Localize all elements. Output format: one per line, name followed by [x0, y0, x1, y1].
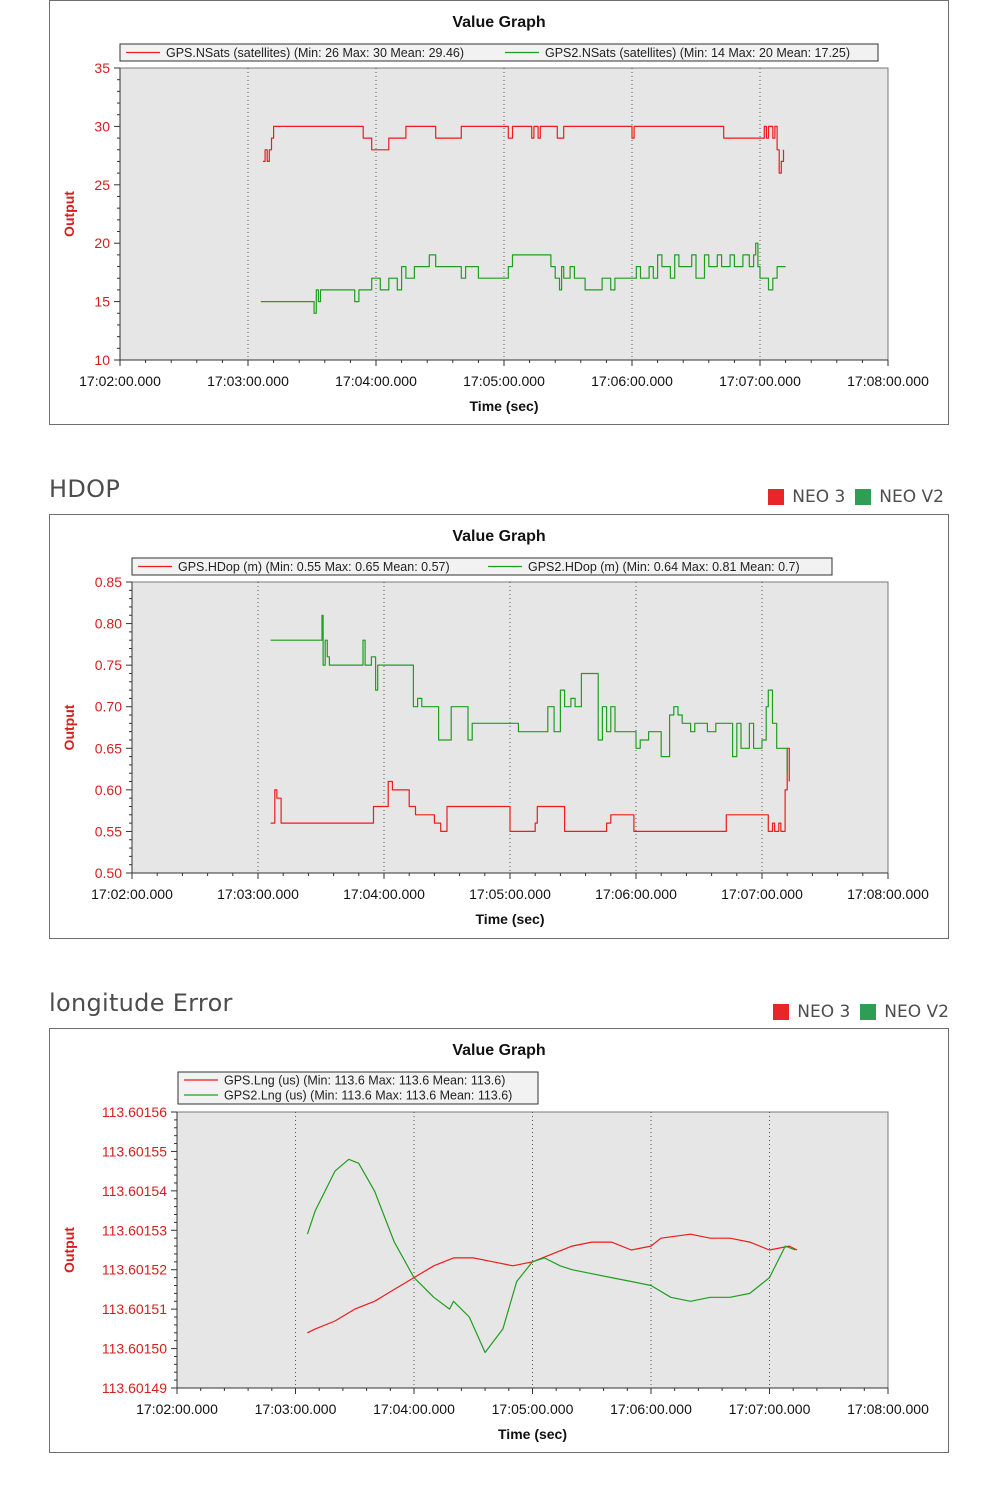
- x-tick-label: 17:05:00.000: [463, 373, 545, 389]
- y-tick-label: 0.80: [95, 616, 122, 632]
- x-tick-label: 17:07:00.000: [729, 1401, 811, 1417]
- series-line-2: [306, 1158, 796, 1354]
- legend-box: [177, 1071, 539, 1105]
- x-tick-label: 17:05:00.000: [469, 886, 551, 902]
- series-line-1: [262, 125, 785, 174]
- hdop-section-title: HDOP: [49, 475, 121, 503]
- y-tick-label: 0.75: [95, 657, 122, 673]
- x-tick-label: 17:04:00.000: [335, 373, 417, 389]
- legend-text-1: GPS.NSats (satellites) (Min: 26 Max: 30 …: [166, 46, 464, 60]
- lng-chart-panel: Value Graph 113.60149 113.60150 113.60151 11…: [49, 1028, 949, 1453]
- x-tick-label: 17:06:00.000: [595, 886, 677, 902]
- x-tick-label: 17:02:00.000: [79, 373, 161, 389]
- legend-item-neo3: NEO 3: [768, 487, 845, 507]
- x-tick-label: 17:07:00.000: [719, 373, 801, 389]
- x-tick-label: 17:02:00.000: [136, 1401, 218, 1417]
- x-tick-label: 17:07:00.000: [721, 886, 803, 902]
- hdop-chart-panel: Value Graph 0.50 0.55 0.60 0.65 0.70 0.75 0.80 0…: [49, 514, 949, 939]
- x-tick-label: 17:06:00.000: [610, 1401, 692, 1417]
- y-axis-label: Output: [61, 191, 77, 237]
- x-tick-label: 17:06:00.000: [591, 373, 673, 389]
- y-tick-label: 113.60153: [102, 1222, 167, 1238]
- legend-text-1: GPS.Lng (us) (Min: 113.6 Max: 113.6 Mean…: [224, 1074, 505, 1088]
- series-line-2: [260, 242, 786, 314]
- plot-area: [176, 1111, 889, 1389]
- y-tick-label: 113.60155: [102, 1143, 167, 1159]
- x-axis-label: Time (sec): [498, 1426, 567, 1442]
- y-tick-label: 35: [94, 60, 110, 76]
- hdop-chart: Value Graph 0.50 0.55 0.60 0.65 0.70 0.75 0.80 0…: [61, 528, 929, 927]
- legend-item-neov2: NEO V2: [855, 487, 944, 507]
- legend-text-2: GPS2.Lng (us) (Min: 113.6 Max: 113.6 Mea…: [224, 1089, 512, 1103]
- x-tick-label: 17:08:00.000: [847, 373, 929, 389]
- y-tick-label: 30: [94, 118, 110, 134]
- y-tick-label: 113.60154: [102, 1183, 167, 1199]
- y-tick-label: 15: [94, 294, 110, 310]
- x-tick-label: 17:04:00.000: [373, 1401, 455, 1417]
- x-tick-label: 17:02:00.000: [91, 886, 173, 902]
- legend-swatch-neov2: [855, 489, 872, 505]
- y-tick-label: 0.60: [95, 782, 122, 798]
- y-tick-label: 10: [94, 352, 110, 368]
- hdop-external-legend: NEO 3 NEO V2: [768, 487, 944, 507]
- x-tick-label: 17:03:00.000: [207, 373, 289, 389]
- y-axis-label: Output: [61, 1227, 77, 1273]
- legend-label-neov2-2: NEO V2: [884, 1002, 949, 1022]
- legend-text-1: GPS.HDop (m) (Min: 0.55 Max: 0.65 Mean: …: [178, 560, 450, 574]
- x-tick-label: 17:05:00.000: [492, 1401, 574, 1417]
- y-tick-label: 0.65: [95, 740, 122, 756]
- y-axis-label: Output: [61, 704, 77, 750]
- legend-label-neo3: NEO 3: [792, 487, 846, 507]
- x-tick-label: 17:08:00.000: [847, 886, 929, 902]
- y-tick-label: 113.60151: [102, 1301, 167, 1317]
- series-line-1: [307, 1233, 798, 1334]
- x-tick-label: 17:03:00.000: [255, 1401, 337, 1417]
- legend-item-neo3-2: NEO 3: [773, 1002, 850, 1022]
- legend-box: [119, 43, 879, 62]
- series-line-1: [270, 747, 790, 832]
- y-tick-label: 0.50: [95, 865, 122, 881]
- y-tick-label: 113.60149: [102, 1380, 167, 1396]
- legend-box: [131, 557, 833, 576]
- chart-title: Value Graph: [452, 14, 545, 31]
- y-tick-label: 20: [94, 235, 110, 251]
- x-tick-label: 17:04:00.000: [343, 886, 425, 902]
- y-tick-label: 0.85: [95, 574, 122, 590]
- series-line-2: [270, 614, 788, 774]
- lng-section-title: longitude Error: [49, 989, 233, 1017]
- y-tick-label: 25: [94, 177, 110, 193]
- chart-title: Value Graph: [452, 528, 545, 545]
- legend-item-neov2-2: NEO V2: [860, 1002, 949, 1022]
- legend-swatch-neo3: [768, 489, 785, 505]
- legend-swatch-neov2-2: [860, 1004, 877, 1020]
- legend-text-2: GPS2.HDop (m) (Min: 0.64 Max: 0.81 Mean:…: [528, 560, 800, 574]
- y-tick-label: 113.60150: [102, 1341, 167, 1357]
- nsats-chart-panel: Value Graph 10 15 20 25 30 35 17:02:00.000 17:03…: [49, 0, 949, 425]
- lng-external-legend: NEO 3 NEO V2: [773, 1002, 949, 1022]
- legend-label-neov2: NEO V2: [879, 487, 944, 507]
- x-axis-label: Time (sec): [470, 398, 539, 414]
- y-tick-label: 0.55: [95, 823, 122, 839]
- legend-label-neo3-2: NEO 3: [797, 1002, 851, 1022]
- chart-title: Value Graph: [452, 1042, 545, 1059]
- legend-text-2: GPS2.NSats (satellites) (Min: 14 Max: 20…: [545, 46, 850, 60]
- legend-swatch-neo3-2: [773, 1004, 790, 1020]
- y-tick-label: 0.70: [95, 699, 122, 715]
- nsats-chart: Value Graph 10 15 20 25 30 35 17:02:00.000 17:03…: [61, 14, 929, 414]
- x-axis-label: Time (sec): [476, 911, 545, 927]
- lng-chart: Value Graph 113.60149 113.60150 113.60151 11…: [61, 1042, 929, 1442]
- y-tick-label: 113.60156: [102, 1104, 167, 1120]
- x-tick-label: 17:08:00.000: [847, 1401, 929, 1417]
- x-tick-label: 17:03:00.000: [217, 886, 299, 902]
- y-tick-label: 113.60152: [102, 1262, 167, 1278]
